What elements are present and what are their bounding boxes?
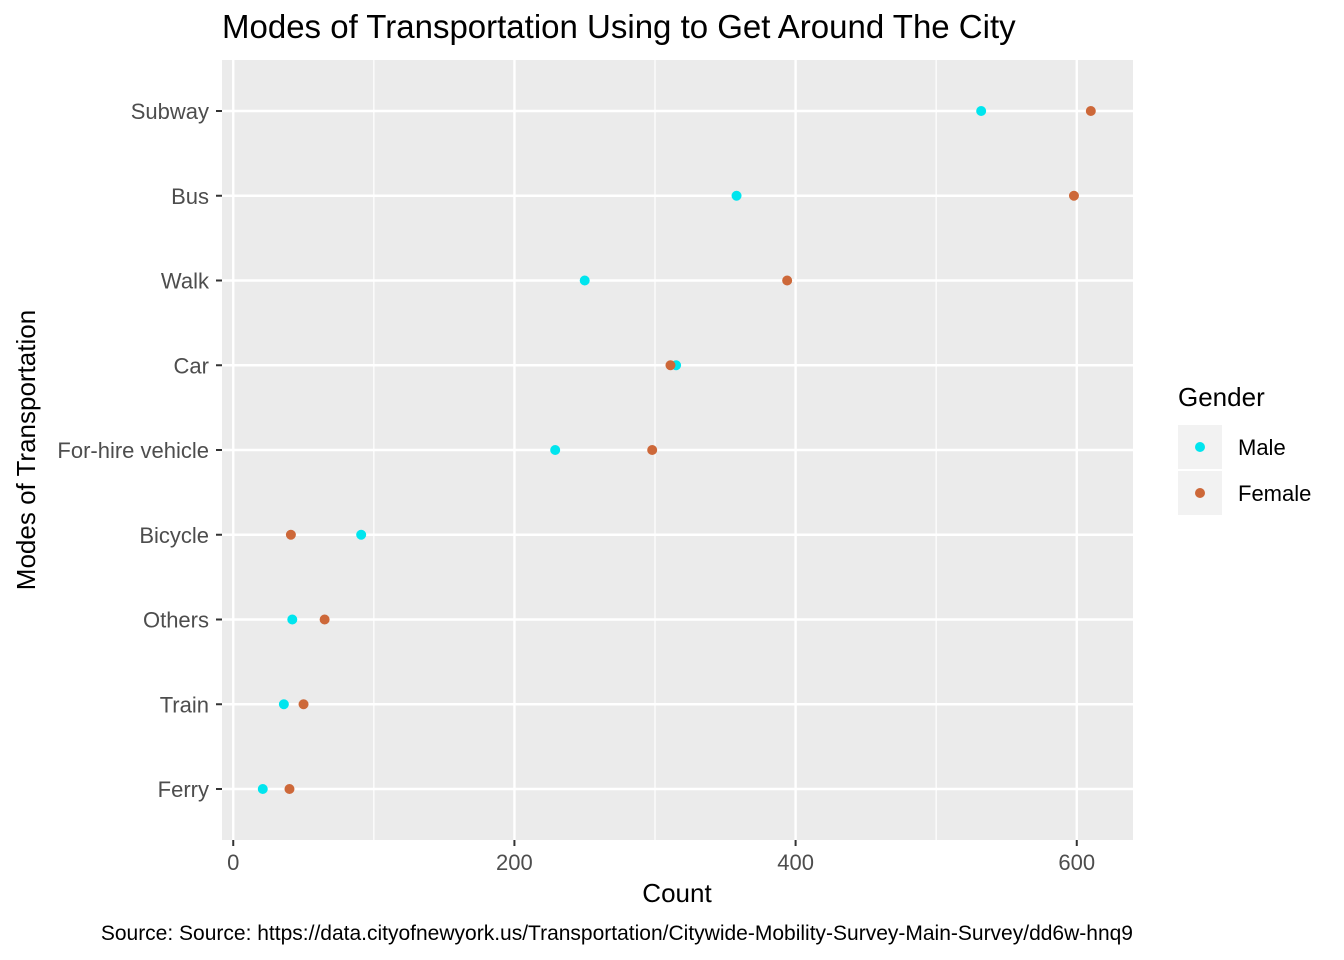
- x-axis: 0 200 400 600: [227, 840, 1095, 875]
- data-point-male: [287, 614, 298, 625]
- data-point-male: [278, 699, 289, 710]
- data-point-female: [298, 699, 309, 710]
- y-axis: Subway Bus Walk Car For-hire vehicle Bicycle O…: [57, 99, 222, 802]
- x-tick-label: 600: [1058, 850, 1095, 875]
- x-tick-label: 0: [227, 850, 239, 875]
- data-point-male: [257, 784, 268, 794]
- x-axis-title: Count: [642, 878, 712, 908]
- data-point-female: [665, 360, 676, 371]
- y-tick-label: Walk: [161, 269, 210, 294]
- x-tick-label: 200: [496, 850, 533, 875]
- y-tick-label: Ferry: [158, 777, 209, 802]
- y-tick-label: Bicycle: [139, 523, 209, 548]
- chart-title: Modes of Transportation Using to Get Aro…: [222, 8, 1016, 45]
- data-point-male: [976, 106, 987, 116]
- data-point-male: [579, 275, 590, 286]
- y-tick-label: Subway: [131, 99, 209, 124]
- x-tick-label: 400: [777, 850, 814, 875]
- data-point-female: [782, 275, 793, 286]
- data-point-female: [285, 529, 296, 540]
- y-tick-label: Others: [143, 608, 209, 633]
- data-points: [257, 106, 1096, 794]
- data-point-male: [356, 529, 367, 540]
- legend-title: Gender: [1178, 382, 1265, 412]
- y-tick-label: Bus: [171, 184, 209, 209]
- y-axis-title: Modes of Transportation: [11, 310, 41, 590]
- legend-label: Female: [1238, 481, 1311, 506]
- data-point-male: [550, 445, 561, 455]
- y-tick-label: For-hire vehicle: [57, 438, 209, 463]
- legend: Gender Male Female: [1178, 382, 1311, 515]
- legend-symbol: [1195, 488, 1205, 498]
- y-tick-label: Train: [160, 692, 209, 717]
- data-point-female: [319, 614, 330, 625]
- data-point-female: [1085, 106, 1096, 116]
- y-tick-label: Car: [174, 353, 209, 378]
- data-point-female: [647, 445, 658, 455]
- legend-label: Male: [1238, 435, 1286, 460]
- data-point-female: [1068, 190, 1079, 201]
- data-point-female: [284, 784, 295, 794]
- chart-caption: Source: Source: https://data.cityofnewyo…: [101, 922, 1133, 945]
- legend-symbol: [1195, 442, 1205, 452]
- data-point-male: [731, 190, 742, 201]
